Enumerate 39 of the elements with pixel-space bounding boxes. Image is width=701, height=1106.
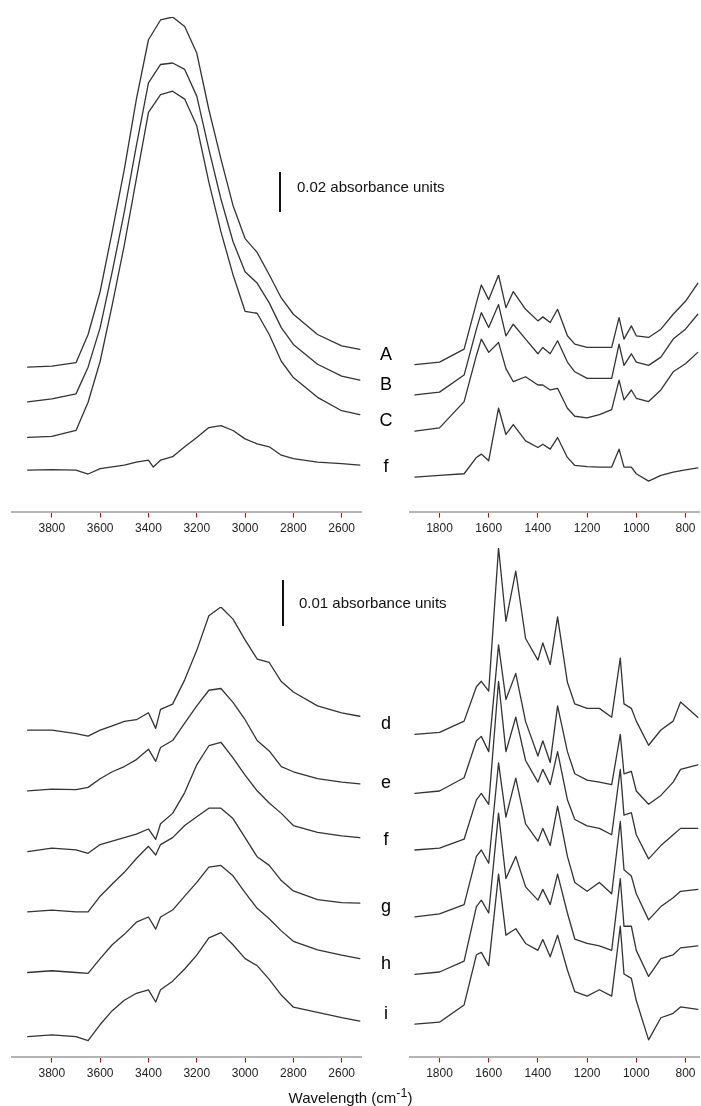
x-tick-label: 3800 [38,521,66,536]
x-tick-label: 2600 [328,521,356,536]
annotation: 0.02 absorbance units [297,178,445,196]
x-tick-label: 1200 [573,1066,601,1081]
x-tick-label: 800 [675,521,696,536]
annotation: 0.01 absorbance units [299,594,447,612]
x-tick-label: 2800 [280,1066,308,1081]
x-tick-label: 1400 [524,1066,552,1081]
x-tick-label: 3200 [183,521,211,536]
series-label: h [380,953,392,974]
series-label: B [379,373,393,394]
x-tick-label: 3200 [183,1066,211,1081]
series-label: d [380,713,392,734]
x-tick-label: 1400 [524,521,552,536]
series-label: i [384,1003,388,1024]
x-tick-label: 3400 [135,521,163,536]
x-tick-label: 3600 [86,1066,114,1081]
series-label: C [379,410,393,431]
series-label: e [380,772,392,793]
x-tick-label: 1000 [622,521,650,536]
x-tick-label: 3800 [38,1066,66,1081]
x-tick-label: 1600 [475,521,503,536]
x-tick-label: 3000 [231,521,259,536]
x-tick-label: 2800 [280,521,308,536]
x-tick-label: 3400 [135,1066,163,1081]
x-tick-label: 1800 [426,1066,454,1081]
series-label: g [380,895,392,916]
series-label: f [383,828,390,849]
series-label: A [379,343,393,364]
x-tick-label: 2600 [328,1066,356,1081]
x-tick-label: 3600 [86,521,114,536]
x-tick-label: 1200 [573,521,601,536]
x-tick-label: 800 [675,1066,696,1081]
series-label: f [383,456,390,477]
x-tick-label: 1600 [475,1066,503,1081]
x-tick-label: 3000 [231,1066,259,1081]
x-axis-title: Wavelength (cm$^{-1}$) [287,1086,414,1106]
x-tick-label: 1800 [426,521,454,536]
x-tick-label: 1000 [622,1066,650,1081]
